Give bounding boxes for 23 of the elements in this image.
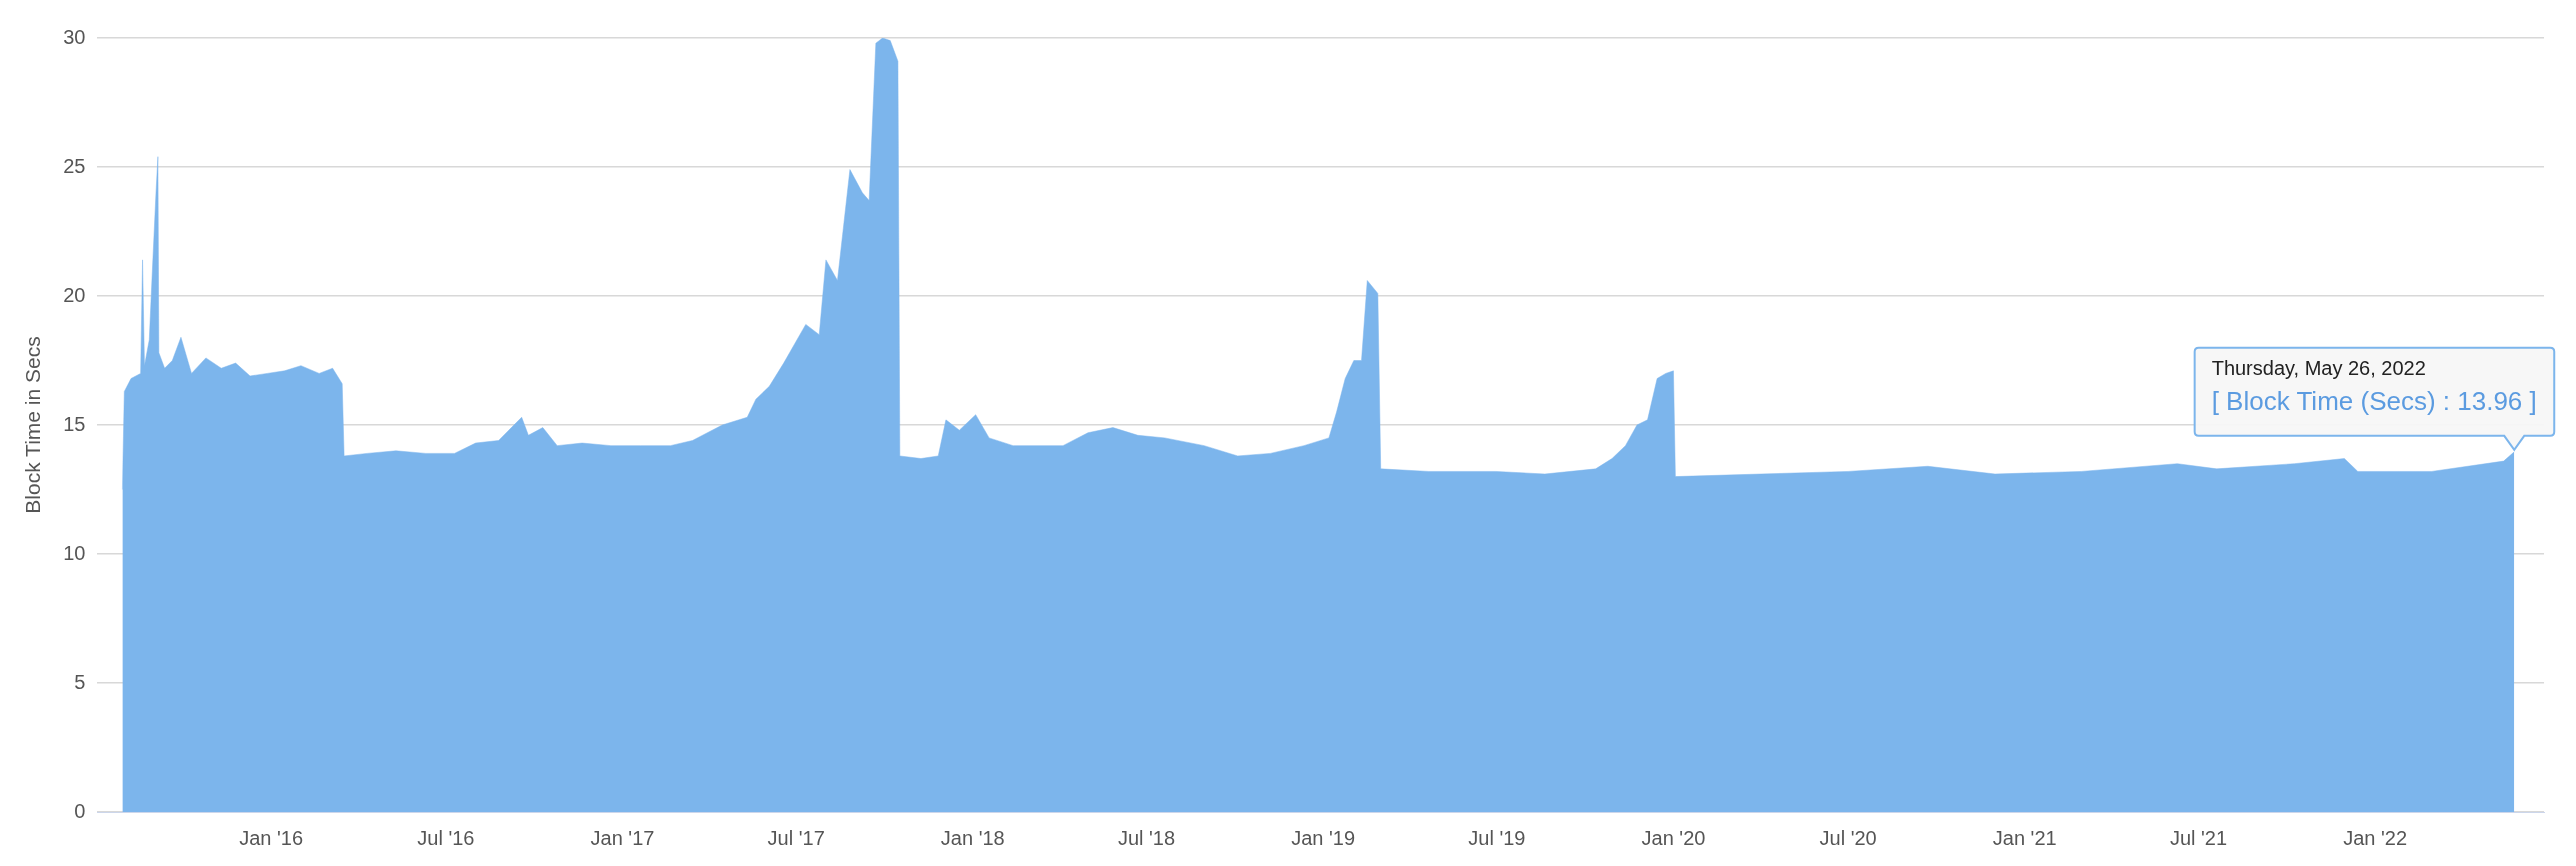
x-tick-label: Jul '19 (1468, 826, 1526, 849)
y-tick-label: 10 (63, 541, 86, 564)
x-tick-label: Jan '18 (940, 826, 1005, 849)
x-tick-label: Jul '18 (1117, 826, 1176, 849)
y-tick-label: 15 (63, 412, 86, 435)
x-tick-label: Jan '19 (1291, 826, 1356, 849)
x-tick-label: Jul '20 (1819, 826, 1877, 849)
y-tick-label: 30 (63, 25, 86, 48)
x-tick-label: Jan '22 (2343, 826, 2408, 849)
annotation: [ Block Time (Secs) : 13.96 ] (2211, 386, 2537, 416)
x-tick-label: Jul '17 (767, 826, 825, 849)
x-tick-label: Jul '16 (417, 826, 475, 849)
x-tick-label: Jan '16 (239, 826, 304, 849)
x-tick-label: Jan '21 (1992, 826, 2057, 849)
y-tick-label: 25 (63, 154, 86, 177)
y-tick-label: 5 (74, 670, 86, 693)
y-tick-label: 20 (63, 283, 86, 306)
y-tick-label: 0 (74, 799, 86, 822)
x-tick-label: Jul '21 (2169, 826, 2228, 849)
y-axis-title: Block Time in Secs (21, 336, 45, 514)
annotation: Thursday, May 26, 2022 (2211, 357, 2426, 380)
x-tick-label: Jan '17 (590, 826, 655, 849)
x-tick-label: Jan '20 (1641, 826, 1706, 849)
